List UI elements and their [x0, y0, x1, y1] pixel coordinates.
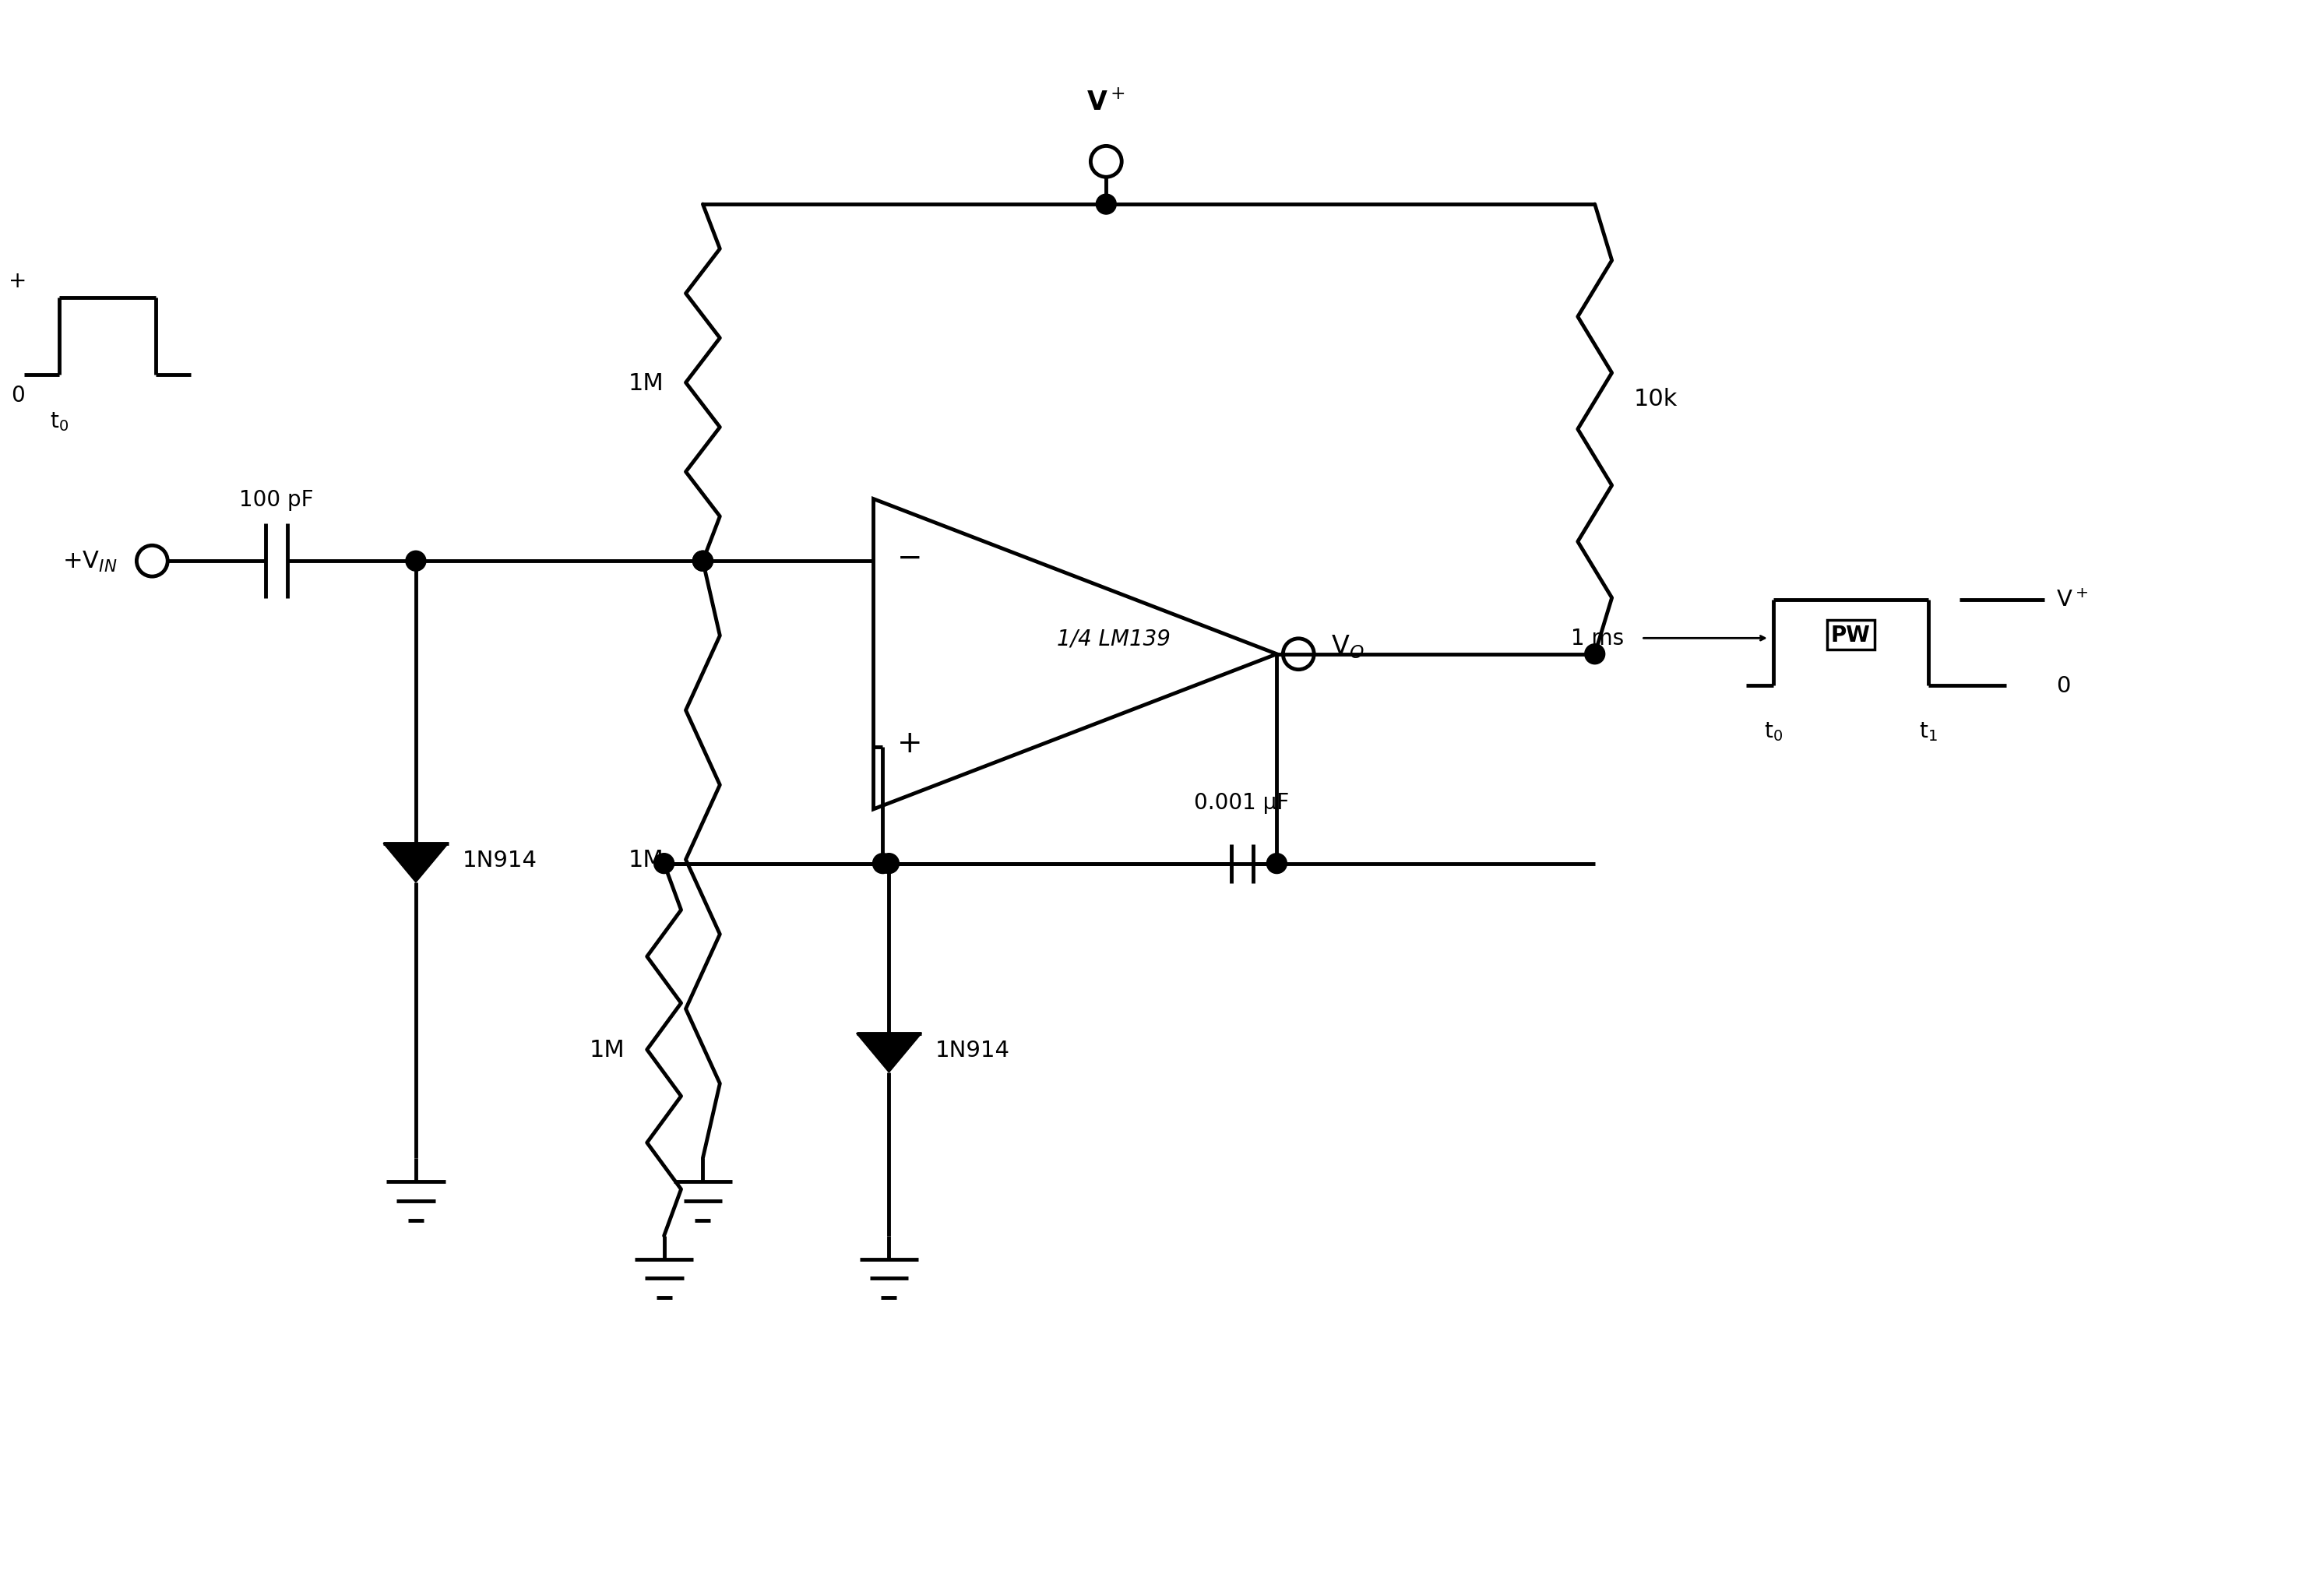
Text: 1M: 1M — [627, 372, 665, 394]
Text: V$^+$: V$^+$ — [2057, 589, 2089, 611]
Text: 0.001 μF: 0.001 μF — [1195, 791, 1290, 813]
Circle shape — [1585, 645, 1606, 664]
Text: 1N914: 1N914 — [462, 850, 537, 870]
Circle shape — [693, 551, 713, 572]
Text: 1 ms: 1 ms — [1571, 627, 1624, 649]
Text: PW: PW — [1831, 624, 1871, 646]
Text: +: + — [9, 270, 28, 292]
Text: t$_0$: t$_0$ — [1764, 721, 1783, 743]
Text: V$_O$: V$_O$ — [1332, 634, 1364, 661]
Circle shape — [693, 551, 713, 572]
Text: 100 pF: 100 pF — [239, 489, 314, 511]
Text: t$_0$: t$_0$ — [49, 410, 67, 432]
Text: +V$_{IN}$: +V$_{IN}$ — [63, 549, 116, 573]
Text: 1N914: 1N914 — [937, 1039, 1011, 1061]
Circle shape — [1267, 854, 1287, 873]
Text: 1M: 1M — [627, 848, 665, 872]
Text: 1/4 LM139: 1/4 LM139 — [1057, 627, 1171, 649]
Text: 1M: 1M — [590, 1039, 625, 1061]
Polygon shape — [858, 1034, 923, 1072]
Circle shape — [653, 854, 674, 873]
Circle shape — [874, 854, 892, 873]
Text: t$_1$: t$_1$ — [1920, 721, 1938, 743]
Circle shape — [878, 854, 899, 873]
Text: $-$: $-$ — [897, 543, 920, 572]
Text: $+$: $+$ — [897, 729, 920, 759]
Text: V$^+$: V$^+$ — [1088, 91, 1125, 116]
Circle shape — [1097, 195, 1116, 214]
Polygon shape — [383, 843, 449, 883]
Text: 0: 0 — [2057, 675, 2071, 697]
Circle shape — [407, 551, 425, 572]
Text: 10k: 10k — [1634, 387, 1678, 410]
Text: 0: 0 — [12, 384, 26, 407]
